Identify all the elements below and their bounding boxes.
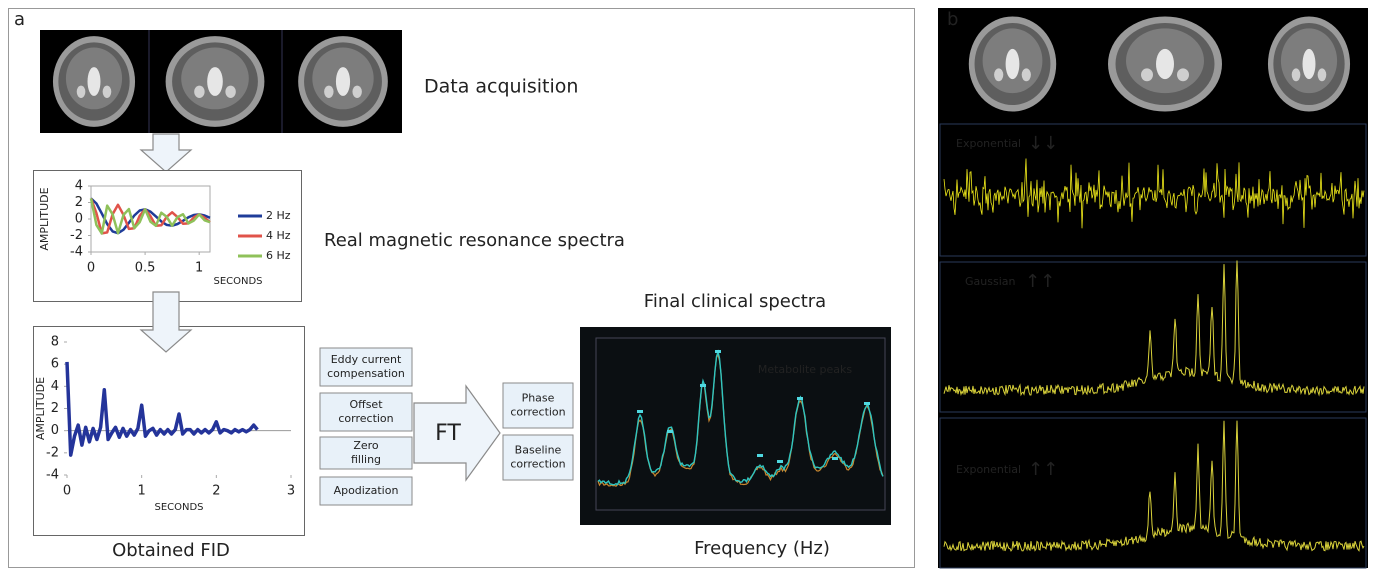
x-tick-label: 2: [212, 484, 220, 499]
mri-ventricle: [352, 85, 362, 98]
caption: Frequency (Hz): [694, 538, 830, 559]
x-axis-label: SECONDS: [213, 276, 262, 287]
trace-illustration: [943, 420, 1365, 552]
mri-ventricle: [1317, 68, 1327, 82]
x-tick-label: 3: [287, 484, 295, 499]
y-tick-label: 2: [75, 195, 83, 210]
mri-ventricle: [994, 68, 1004, 82]
y-axis-label: AMPLITUDE: [34, 377, 47, 440]
mri-ventricle: [1156, 48, 1174, 80]
mri-ventricle: [76, 85, 86, 98]
mri-ventricle: [1177, 68, 1189, 82]
peak-marker: [864, 402, 870, 405]
peak-marker: [832, 457, 838, 460]
step-label: filling: [351, 453, 381, 466]
x-tick-label: 1: [195, 261, 203, 276]
y-tick-label: -2: [70, 228, 83, 243]
x-tick-label: 0.5: [135, 261, 156, 276]
mri-ventricle: [194, 85, 205, 98]
spectrum-illustration: [597, 349, 884, 486]
peak-marker: [797, 397, 803, 400]
caption: Data acquisition: [424, 76, 578, 98]
x-tick-label: 1: [138, 484, 146, 499]
peak-marker: [637, 410, 643, 413]
trace-arrows: ↓↓: [1028, 133, 1058, 154]
y-tick-label: -4: [46, 468, 59, 483]
mri-ventricle: [225, 85, 236, 98]
step-label: correction: [510, 458, 565, 471]
series-line: [90, 197, 211, 235]
step-label: Eddy current: [331, 353, 402, 366]
caption: Final clinical spectra: [644, 291, 826, 312]
trace-arrows: ↑↑: [1025, 271, 1055, 292]
series-line: [65, 361, 259, 457]
x-tick-label: 0: [87, 261, 95, 276]
transform-label: FT: [435, 421, 461, 446]
step-box: [319, 347, 413, 387]
step-label: correction: [338, 412, 393, 425]
step-box: [502, 382, 574, 429]
peak-marker: [667, 430, 673, 433]
step-box: [319, 476, 413, 506]
mri-ventricle: [1141, 68, 1153, 82]
y-tick-label: 4: [51, 379, 59, 394]
y-tick-label: 4: [75, 179, 83, 194]
mri-ventricle: [1005, 48, 1020, 80]
mri-ventricle: [102, 85, 112, 98]
ft-arrow: [413, 384, 501, 482]
mri-ventricle: [1302, 48, 1316, 80]
y-tick-label: -4: [70, 245, 83, 260]
y-tick-label: 0: [75, 212, 83, 227]
series-line: [89, 198, 211, 235]
mri-ventricle: [207, 67, 223, 96]
step-label: Zero: [353, 439, 379, 452]
mri-ventricle: [87, 67, 101, 96]
trace-illustration: [943, 158, 1365, 229]
legend-label: 6 Hz: [266, 249, 291, 262]
mri-ventricle: [1021, 68, 1031, 82]
peak-marker: [715, 350, 721, 353]
step-box: [319, 392, 413, 432]
step-label: correction: [510, 406, 565, 419]
panel-label: b: [947, 9, 958, 30]
trace-arrows: ↑↑: [1028, 459, 1058, 480]
trace-label: Exponential: [956, 463, 1021, 476]
step-label: Offset: [349, 398, 383, 411]
peak-marker: [700, 384, 706, 387]
spectrum-axes: [595, 337, 886, 511]
legend-label: 2 Hz: [266, 209, 291, 222]
caption: Obtained FID: [112, 540, 230, 561]
caption: Real magnetic resonance spectra: [324, 230, 625, 251]
flow-arrow: [139, 291, 193, 353]
mri-ventricle: [335, 67, 351, 96]
y-tick-label: 0: [51, 423, 59, 438]
step-label: Baseline: [515, 444, 562, 457]
y-tick-label: 2: [51, 401, 59, 416]
legend-label: 4 Hz: [266, 229, 291, 242]
spectrum-image: [580, 327, 891, 525]
step-label: Apodization: [334, 484, 399, 497]
step-label: Phase: [522, 392, 555, 405]
x-axis-label: SECONDS: [154, 502, 203, 513]
y-tick-label: 8: [51, 335, 59, 350]
flow-arrow: [139, 133, 193, 173]
trace-label: Gaussian: [965, 275, 1015, 288]
y-tick-label: -2: [46, 445, 59, 460]
step-box: [319, 436, 413, 470]
trace-label: Exponential: [956, 137, 1021, 150]
panel-label: a: [14, 9, 25, 30]
y-tick-label: 6: [51, 357, 59, 372]
annotation: Metabolite peaks: [758, 363, 853, 376]
trace-frame: [939, 261, 1367, 413]
y-axis-label: AMPLITUDE: [38, 187, 51, 250]
mri-ventricle: [1291, 68, 1301, 82]
peak-marker: [757, 454, 763, 457]
mri-ventricle: [324, 85, 334, 98]
step-label: compensation: [327, 367, 405, 380]
step-box: [502, 434, 574, 481]
x-tick-label: 0: [63, 484, 71, 499]
peak-marker: [777, 460, 783, 463]
trace-illustration: [943, 260, 1365, 397]
